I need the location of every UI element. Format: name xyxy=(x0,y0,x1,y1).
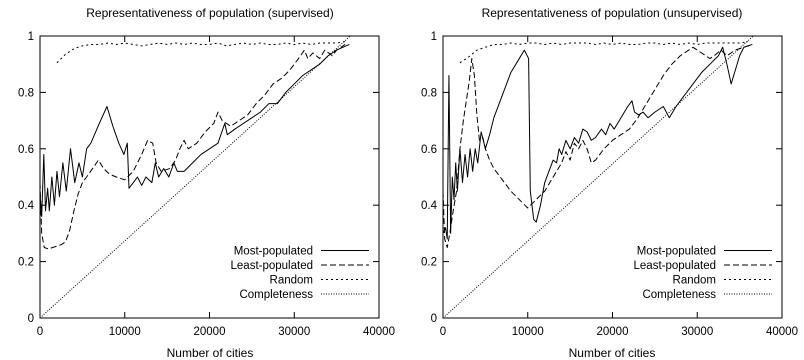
y-tick-label: 0.2 xyxy=(18,257,34,269)
legend-label: Most-populated xyxy=(637,246,716,258)
legend-label: Random xyxy=(673,275,716,287)
y-tick-label: 0 xyxy=(431,313,437,325)
x-tick-label: 10000 xyxy=(109,326,141,338)
chart-title: Representativeness of population (superv… xyxy=(86,6,333,20)
plot-frame xyxy=(442,35,783,319)
y-tick-label: 0.4 xyxy=(421,200,438,212)
legend-label: Random xyxy=(270,275,313,287)
legend-label: Completeness xyxy=(239,289,313,301)
y-tick-label: 0.6 xyxy=(421,144,437,156)
series-lines xyxy=(39,35,351,319)
series-most-populated-line xyxy=(39,44,350,217)
y-axis: 0 0.2 0.4 0.6 0.8 1 xyxy=(421,31,782,325)
legend: Most-populated Least-populated Random Compl… xyxy=(634,246,772,301)
y-tick-label: 0.8 xyxy=(421,87,437,99)
series-lines xyxy=(442,35,754,319)
x-axis: 0 10000 20000 30000 40000 xyxy=(37,36,395,338)
x-tick-label: 40000 xyxy=(363,326,395,338)
x-axis-label: Number of cities xyxy=(569,346,656,360)
x-tick-label: 40000 xyxy=(766,326,798,338)
legend-label: Least-populated xyxy=(231,260,313,272)
y-tick-label: 1 xyxy=(28,31,34,43)
x-axis-label: Number of cities xyxy=(167,346,254,360)
legend-label: Most-populated xyxy=(234,246,313,258)
x-tick-label: 20000 xyxy=(597,326,629,338)
x-axis: 0 10000 20000 30000 40000 xyxy=(440,36,798,338)
y-tick-label: 0.4 xyxy=(18,200,35,212)
y-tick-label: 0.6 xyxy=(18,144,34,156)
chart-title: Representativeness of population (unsupe… xyxy=(482,6,743,20)
legend: Most-populated Least-populated Random Compl… xyxy=(231,246,369,301)
x-tick-label: 30000 xyxy=(278,326,310,338)
y-tick-label: 0 xyxy=(28,313,34,325)
x-tick-label: 30000 xyxy=(681,326,713,338)
x-tick-label: 10000 xyxy=(512,326,544,338)
x-tick-label: 0 xyxy=(37,326,43,338)
series-random-line xyxy=(459,41,749,64)
x-tick-label: 0 xyxy=(440,326,446,338)
series-least-populated-line xyxy=(442,43,753,248)
series-most-populated-line xyxy=(442,43,753,240)
series-random-line xyxy=(56,41,346,64)
series-least-populated-line xyxy=(39,44,346,250)
y-tick-label: 1 xyxy=(431,31,437,43)
chart-supervised: Representativeness of population (superv… xyxy=(18,6,395,360)
legend-label: Completeness xyxy=(642,289,716,301)
y-tick-label: 0.8 xyxy=(18,87,34,99)
chart-unsupervised: Representativeness of population (unsupe… xyxy=(421,6,798,360)
x-tick-label: 20000 xyxy=(194,326,226,338)
y-axis: 0 0.2 0.4 0.6 0.8 1 xyxy=(18,31,379,325)
y-tick-label: 0.2 xyxy=(421,257,437,269)
plot-frame xyxy=(39,35,380,319)
legend-label: Least-populated xyxy=(634,260,716,272)
